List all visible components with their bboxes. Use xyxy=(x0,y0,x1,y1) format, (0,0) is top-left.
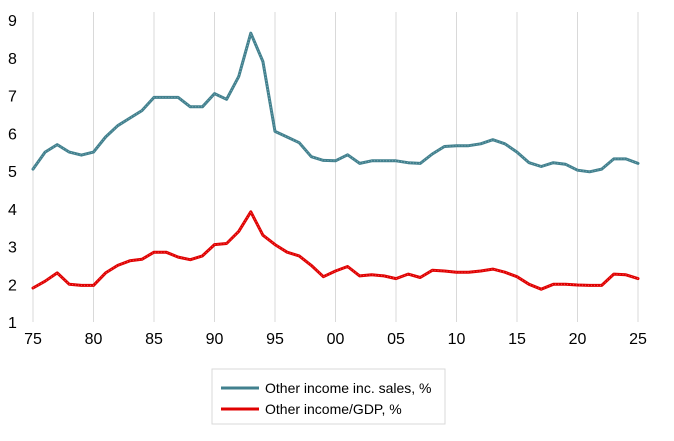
y-tick-label: 1 xyxy=(8,315,17,332)
series-group xyxy=(31,31,640,291)
series-line-texture-1 xyxy=(32,31,639,173)
legend-box xyxy=(211,368,446,425)
y-tick-label: 6 xyxy=(8,126,17,143)
x-axis: 75 80 85 90 95 00 05 10 15 20 25 xyxy=(24,331,647,348)
x-tick-label: 10 xyxy=(448,331,466,348)
y-axis: 1 2 3 4 5 6 7 8 9 xyxy=(8,13,17,332)
y-tick-label: 7 xyxy=(8,89,17,106)
x-tick-label: 15 xyxy=(508,331,526,348)
y-tick-label: 9 xyxy=(8,13,17,30)
x-tick-label: 85 xyxy=(145,331,163,348)
x-tick-label: 00 xyxy=(327,331,345,348)
x-tick-label: 75 xyxy=(24,331,42,348)
gridlines xyxy=(32,12,639,322)
legend: Other income inc. sales, % Other income/G… xyxy=(211,368,446,425)
x-tick-label: 90 xyxy=(206,331,224,348)
series-line-1 xyxy=(31,31,640,174)
series-line-2 xyxy=(31,210,640,291)
y-tick-label: 4 xyxy=(8,202,17,219)
y-tick-label: 8 xyxy=(8,51,17,68)
x-tick-label: 95 xyxy=(266,331,284,348)
y-tick-label: 5 xyxy=(8,164,17,181)
legend-label-1: Other income inc. sales, % xyxy=(265,380,432,396)
legend-label-2: Other income/GDP, % xyxy=(265,401,402,417)
x-tick-label: 80 xyxy=(85,331,103,348)
y-tick-label: 3 xyxy=(8,240,17,257)
x-tick-label: 25 xyxy=(629,331,647,348)
x-tick-label: 05 xyxy=(387,331,405,348)
x-tick-label: 20 xyxy=(569,331,587,348)
y-tick-label: 2 xyxy=(8,277,17,294)
